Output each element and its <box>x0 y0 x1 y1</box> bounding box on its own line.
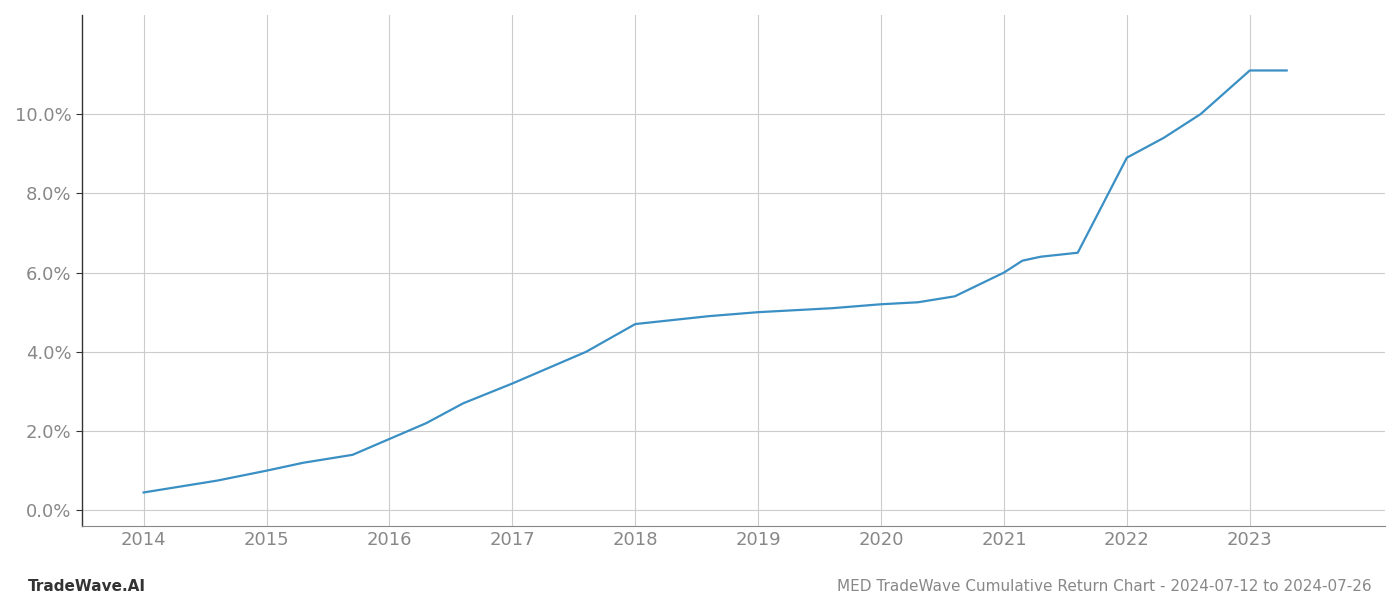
Text: TradeWave.AI: TradeWave.AI <box>28 579 146 594</box>
Text: MED TradeWave Cumulative Return Chart - 2024-07-12 to 2024-07-26: MED TradeWave Cumulative Return Chart - … <box>837 579 1372 594</box>
